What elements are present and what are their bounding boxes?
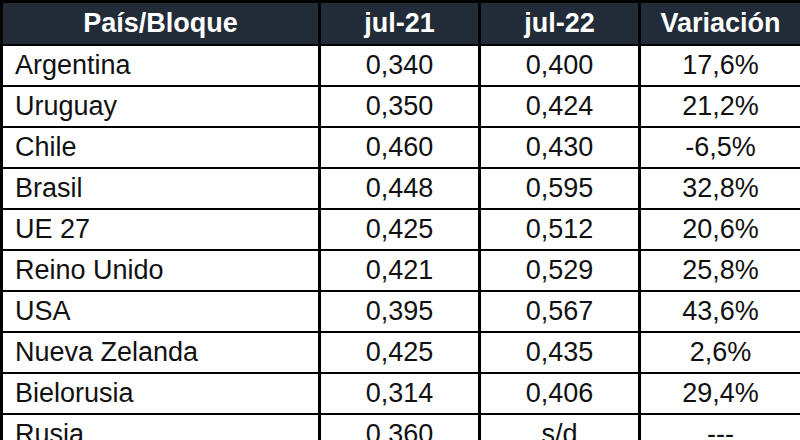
jul-22-value-cell: 0,595 (480, 168, 640, 209)
column-header-jul-22: jul-22 (480, 2, 640, 46)
jul-22-value-cell: s/d (480, 414, 640, 440)
country-cell: Argentina (2, 45, 320, 86)
jul-21-value-cell: 0,425 (320, 209, 480, 250)
country-cell: Uruguay (2, 86, 320, 127)
jul-21-value-cell: 0,395 (320, 291, 480, 332)
column-header-variacion: Variación (640, 2, 800, 46)
variation-cell: --- (640, 414, 800, 440)
table-body: Argentina0,3400,40017,6%Uruguay0,3500,42… (2, 45, 800, 440)
country-cell: Rusia (2, 414, 320, 440)
table-row: Nueva Zelanda0,4250,4352,6% (2, 332, 800, 373)
country-cell: Nueva Zelanda (2, 332, 320, 373)
jul-21-value-cell: 0,340 (320, 45, 480, 86)
table-row: Uruguay0,3500,42421,2% (2, 86, 800, 127)
country-cell: USA (2, 291, 320, 332)
jul-22-value-cell: 0,430 (480, 127, 640, 168)
jul-22-value-cell: 0,512 (480, 209, 640, 250)
table-row: Rusia0,360s/d--- (2, 414, 800, 440)
table-row: Chile0,4600,430-6,5% (2, 127, 800, 168)
variation-cell: 20,6% (640, 209, 800, 250)
variation-cell: 25,8% (640, 250, 800, 291)
jul-21-value-cell: 0,460 (320, 127, 480, 168)
column-header-jul-21: jul-21 (320, 2, 480, 46)
table-row: Brasil0,4480,59532,8% (2, 168, 800, 209)
jul-22-value-cell: 0,424 (480, 86, 640, 127)
jul-21-value-cell: 0,425 (320, 332, 480, 373)
country-index-table: País/Bloque jul-21 jul-22 Variación Arge… (0, 0, 800, 440)
table-row: USA0,3950,56743,6% (2, 291, 800, 332)
variation-cell: 43,6% (640, 291, 800, 332)
country-cell: UE 27 (2, 209, 320, 250)
country-cell: Chile (2, 127, 320, 168)
header-row: País/Bloque jul-21 jul-22 Variación (2, 2, 800, 46)
variation-cell: 29,4% (640, 373, 800, 414)
table-row: UE 270,4250,51220,6% (2, 209, 800, 250)
country-cell: Reino Unido (2, 250, 320, 291)
jul-22-value-cell: 0,567 (480, 291, 640, 332)
table-row: Argentina0,3400,40017,6% (2, 45, 800, 86)
jul-22-value-cell: 0,529 (480, 250, 640, 291)
jul-21-value-cell: 0,421 (320, 250, 480, 291)
jul-22-value-cell: 0,406 (480, 373, 640, 414)
table-row: Reino Unido0,4210,52925,8% (2, 250, 800, 291)
variation-cell: 32,8% (640, 168, 800, 209)
jul-22-value-cell: 0,400 (480, 45, 640, 86)
country-cell: Bielorusia (2, 373, 320, 414)
jul-21-value-cell: 0,360 (320, 414, 480, 440)
variation-cell: -6,5% (640, 127, 800, 168)
jul-21-value-cell: 0,448 (320, 168, 480, 209)
jul-21-value-cell: 0,314 (320, 373, 480, 414)
jul-22-value-cell: 0,435 (480, 332, 640, 373)
column-header-pais-bloque: País/Bloque (2, 2, 320, 46)
variation-cell: 2,6% (640, 332, 800, 373)
jul-21-value-cell: 0,350 (320, 86, 480, 127)
country-cell: Brasil (2, 168, 320, 209)
table-row: Bielorusia0,3140,40629,4% (2, 373, 800, 414)
variation-cell: 21,2% (640, 86, 800, 127)
variation-cell: 17,6% (640, 45, 800, 86)
